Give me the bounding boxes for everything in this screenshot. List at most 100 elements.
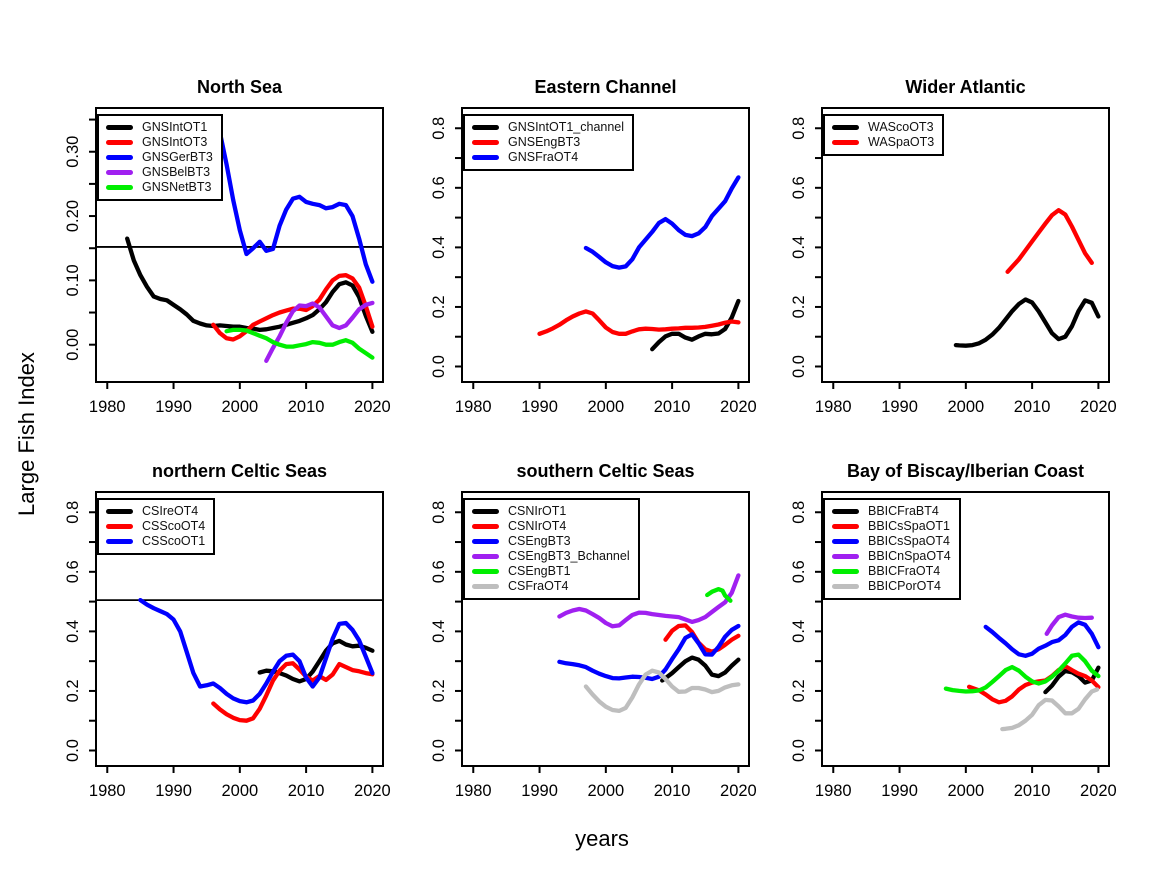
legend-label: BBICPorOT4 bbox=[868, 579, 941, 593]
x-tick-label: 2010 bbox=[654, 782, 691, 800]
y-tick-label: 0.10 bbox=[64, 264, 82, 296]
y-tick-label: 0.4 bbox=[790, 236, 808, 259]
legend-item: CSScoOT1 bbox=[106, 534, 205, 549]
legend-label: WAScoOT3 bbox=[868, 120, 934, 134]
series-BBICsSpaOT4 bbox=[983, 620, 1101, 658]
series-GNSBelBT3 bbox=[264, 300, 375, 363]
series-GNSFraOT4 bbox=[583, 175, 741, 270]
y-tick-label: 0.4 bbox=[430, 620, 448, 643]
legend-label: BBICFraBT4 bbox=[868, 504, 939, 518]
legend-line-swatch bbox=[472, 584, 499, 589]
series-CSScoOT1 bbox=[138, 597, 375, 705]
legend-line-swatch bbox=[472, 509, 499, 514]
x-tick-label: 2000 bbox=[587, 398, 624, 416]
series-BBICPorOT4 bbox=[1000, 687, 1100, 732]
x-tick-label: 1980 bbox=[455, 782, 492, 800]
series-GNSGerBT3 bbox=[217, 130, 375, 284]
legend-line-swatch bbox=[832, 140, 859, 145]
legend-label: CSNIrOT1 bbox=[508, 504, 567, 518]
panel-northern-celtic-seas: 0.0 0.2 0.4 0.6 0.8 1980 1990 2000 2010 2020 bbox=[64, 491, 391, 800]
legend-line-swatch bbox=[472, 524, 499, 529]
legend-item: CSEngBT1 bbox=[472, 564, 630, 579]
legend-item: BBICFraBT4 bbox=[832, 504, 951, 519]
legend-label: GNSGerBT3 bbox=[142, 150, 213, 164]
x-tick-label: 2010 bbox=[288, 398, 325, 416]
legend-item: BBICFraOT4 bbox=[832, 564, 951, 579]
legend-label: GNSIntOT1_channel bbox=[508, 120, 625, 134]
legend-bay-of-biscay-iberian-coast: BBICFraBT4 BBICsSpaOT1 BBICsSpaOT4 BBICnSpa… bbox=[823, 498, 961, 600]
x-tick-label: 2000 bbox=[947, 782, 984, 800]
legend-item: CSScoOT4 bbox=[106, 519, 205, 534]
x-tick-label: 2000 bbox=[947, 398, 984, 416]
legend-item: GNSIntOT1_channel bbox=[472, 120, 624, 135]
legend-label: CSScoOT4 bbox=[142, 519, 206, 533]
plot-box-southern-celtic-seas bbox=[461, 491, 750, 767]
plot-box-eastern-channel bbox=[461, 107, 750, 383]
x-tick-label: 1990 bbox=[155, 398, 192, 416]
x-tick-label: 1990 bbox=[155, 782, 192, 800]
legend-label: GNSNetBT3 bbox=[142, 180, 212, 194]
y-tick-label: 0.2 bbox=[430, 295, 448, 318]
legend-line-swatch bbox=[106, 170, 133, 175]
x-tick-label: 2010 bbox=[1014, 398, 1051, 416]
legend-wider-atlantic: WAScoOT3 WASpaOT3 bbox=[823, 114, 945, 156]
series-BBICFraOT4 bbox=[943, 652, 1101, 694]
y-tick-label: 0.8 bbox=[430, 117, 448, 140]
y-tick-label: 0.8 bbox=[64, 501, 82, 524]
x-tick-label: 1980 bbox=[89, 782, 126, 800]
plot-box-bay-of-biscay-iberian-coast bbox=[821, 491, 1110, 767]
legend-item: BBICsSpaOT4 bbox=[832, 534, 951, 549]
legend-label: GNSBelBT3 bbox=[142, 165, 211, 179]
y-tick-label: 0.4 bbox=[64, 620, 82, 643]
y-tick-label: 0.0 bbox=[64, 739, 82, 762]
legend-line-swatch bbox=[472, 155, 499, 160]
panel-title-wider-atlantic: Wider Atlantic bbox=[905, 77, 1026, 97]
x-tick-label: 1980 bbox=[815, 782, 852, 800]
panel-eastern-channel: 0.0 0.2 0.4 0.6 0.8 1980 1990 2000 2010 2020 bbox=[430, 107, 757, 416]
x-tick-label: 2000 bbox=[587, 782, 624, 800]
y-tick-label: 0.6 bbox=[790, 560, 808, 583]
legend-line-swatch bbox=[832, 539, 859, 544]
series-CSNIrOT1 bbox=[660, 655, 741, 683]
x-tick-label: 2020 bbox=[1080, 782, 1117, 800]
y-tick-label: 0.6 bbox=[430, 176, 448, 199]
legend-label: GNSIntOT3 bbox=[142, 135, 208, 149]
legend-line-swatch bbox=[832, 569, 859, 574]
series-CSEngBT3_Bchannel bbox=[557, 573, 741, 629]
legend-line-swatch bbox=[472, 125, 499, 130]
x-tick-label: 2020 bbox=[354, 782, 391, 800]
legend-label: BBICFraOT4 bbox=[868, 564, 941, 578]
legend-line-swatch bbox=[832, 584, 859, 589]
series-WASpaOT3 bbox=[1005, 208, 1094, 274]
series-CSFraOT4 bbox=[583, 668, 741, 714]
legend-item: WAScoOT3 bbox=[832, 120, 934, 135]
y-tick-label: 0.30 bbox=[64, 136, 82, 168]
legend-line-swatch bbox=[106, 509, 133, 514]
x-tick-label: 2020 bbox=[1080, 398, 1117, 416]
x-tick-label: 2020 bbox=[354, 398, 391, 416]
legend-label: CSScoOT1 bbox=[142, 534, 206, 548]
y-tick-label: 0.2 bbox=[430, 679, 448, 702]
series-GNSIntOT1_channel bbox=[650, 298, 741, 352]
legend-line-swatch bbox=[106, 140, 133, 145]
y-tick-label: 0.4 bbox=[430, 236, 448, 259]
y-tick-label: 0.6 bbox=[790, 176, 808, 199]
legend-item: CSIreOT4 bbox=[106, 504, 205, 519]
legend-line-swatch bbox=[106, 524, 133, 529]
y-tick-label: 0.2 bbox=[790, 295, 808, 318]
y-tick-label: 0.0 bbox=[430, 355, 448, 378]
legend-line-swatch bbox=[106, 185, 133, 190]
x-tick-label: 2000 bbox=[221, 398, 258, 416]
legend-line-swatch bbox=[106, 539, 133, 544]
plot-box-north-sea bbox=[95, 107, 384, 383]
x-tick-label: 2010 bbox=[654, 398, 691, 416]
legend-item: GNSGerBT3 bbox=[106, 150, 213, 165]
legend-northern-celtic-seas: CSIreOT4 CSScoOT4 CSScoOT1 bbox=[97, 498, 216, 555]
plot-box-northern-celtic-seas bbox=[95, 491, 384, 767]
y-tick-label: 0.20 bbox=[64, 200, 82, 232]
legend-eastern-channel: GNSIntOT1_channel GNSEngBT3 GNSFraOT4 bbox=[463, 114, 635, 171]
panel-title-northern-celtic-seas: northern Celtic Seas bbox=[151, 461, 328, 481]
legend-north-sea: GNSIntOT1 GNSIntOT3 GNSGerBT3 GNSBelBT3 GNSN… bbox=[97, 114, 223, 201]
